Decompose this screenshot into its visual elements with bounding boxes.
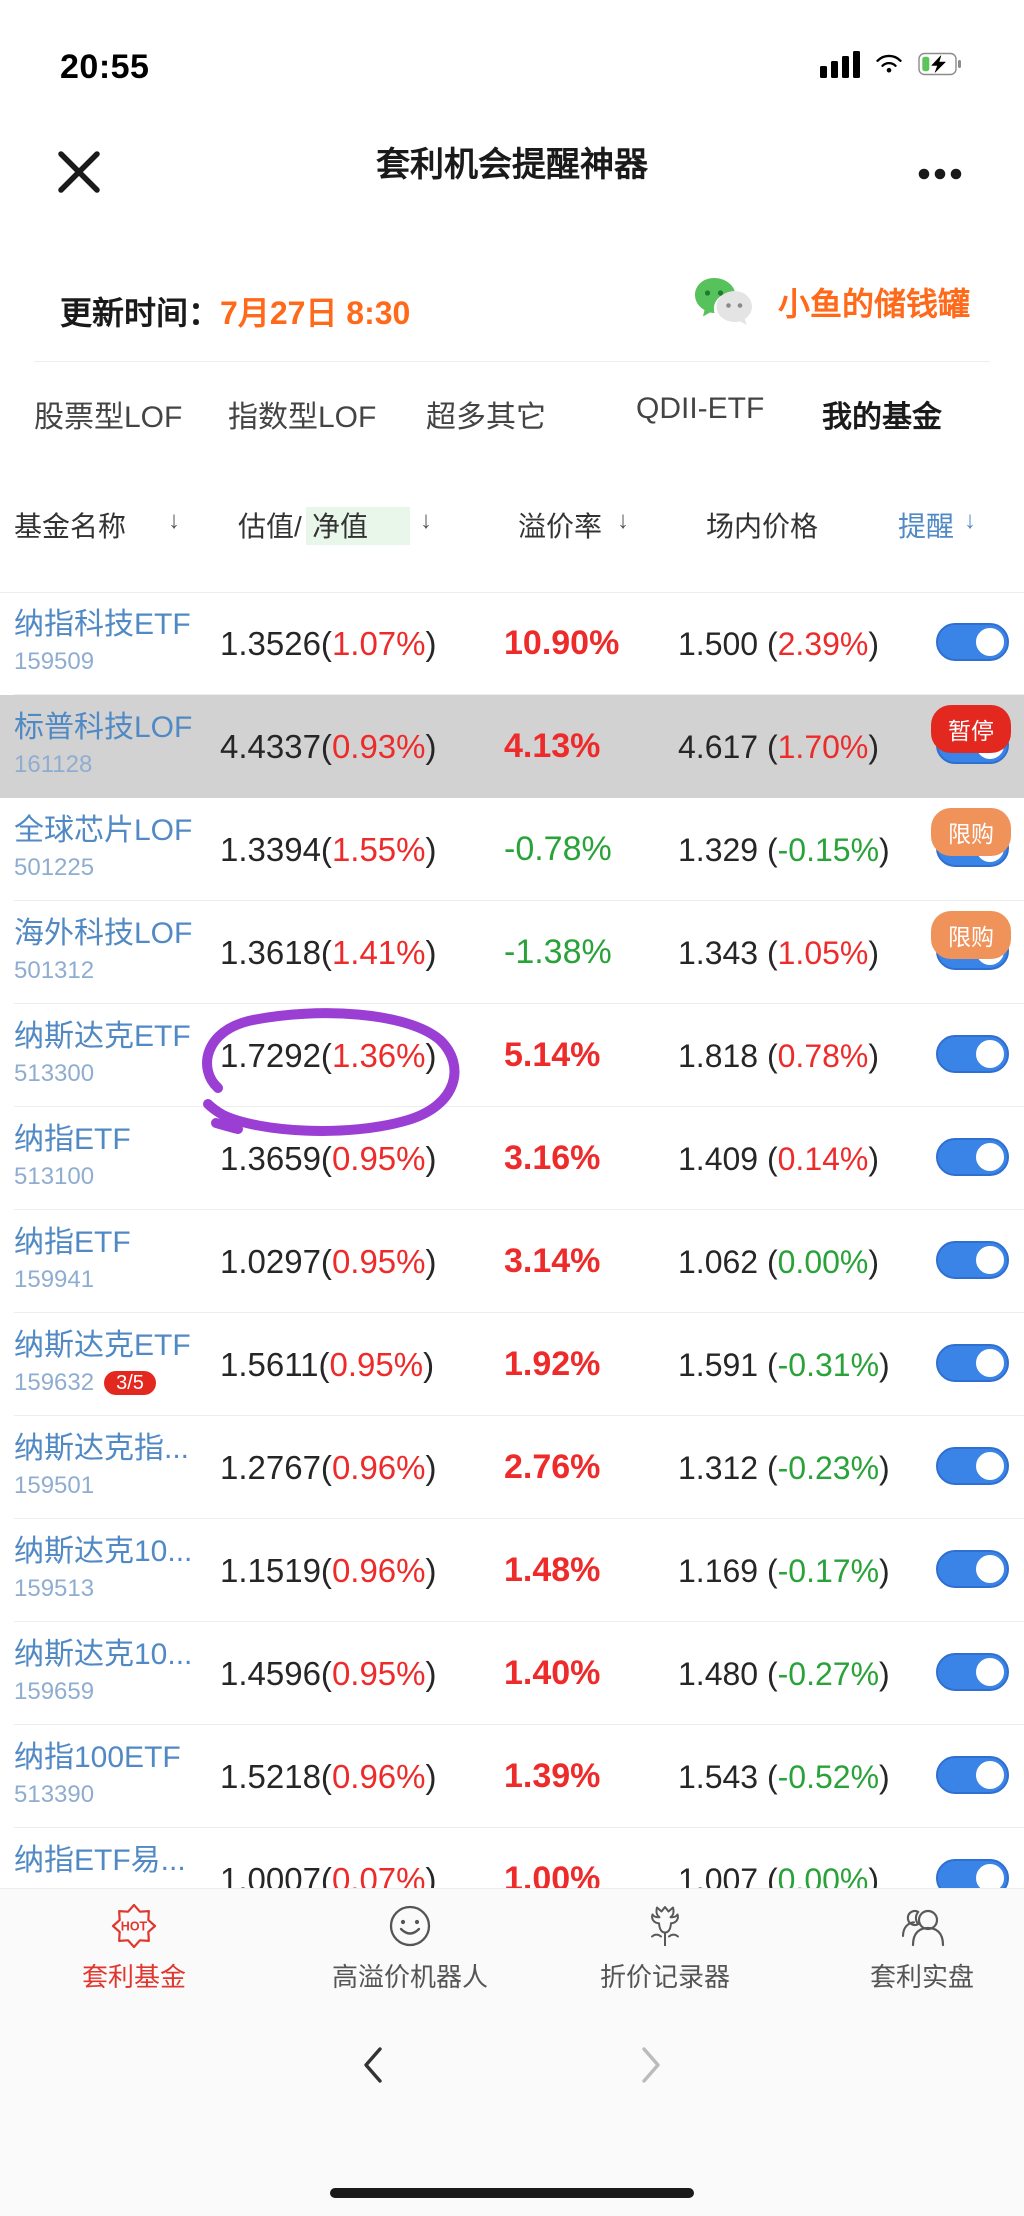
svg-text:HOT: HOT xyxy=(121,1920,148,1934)
